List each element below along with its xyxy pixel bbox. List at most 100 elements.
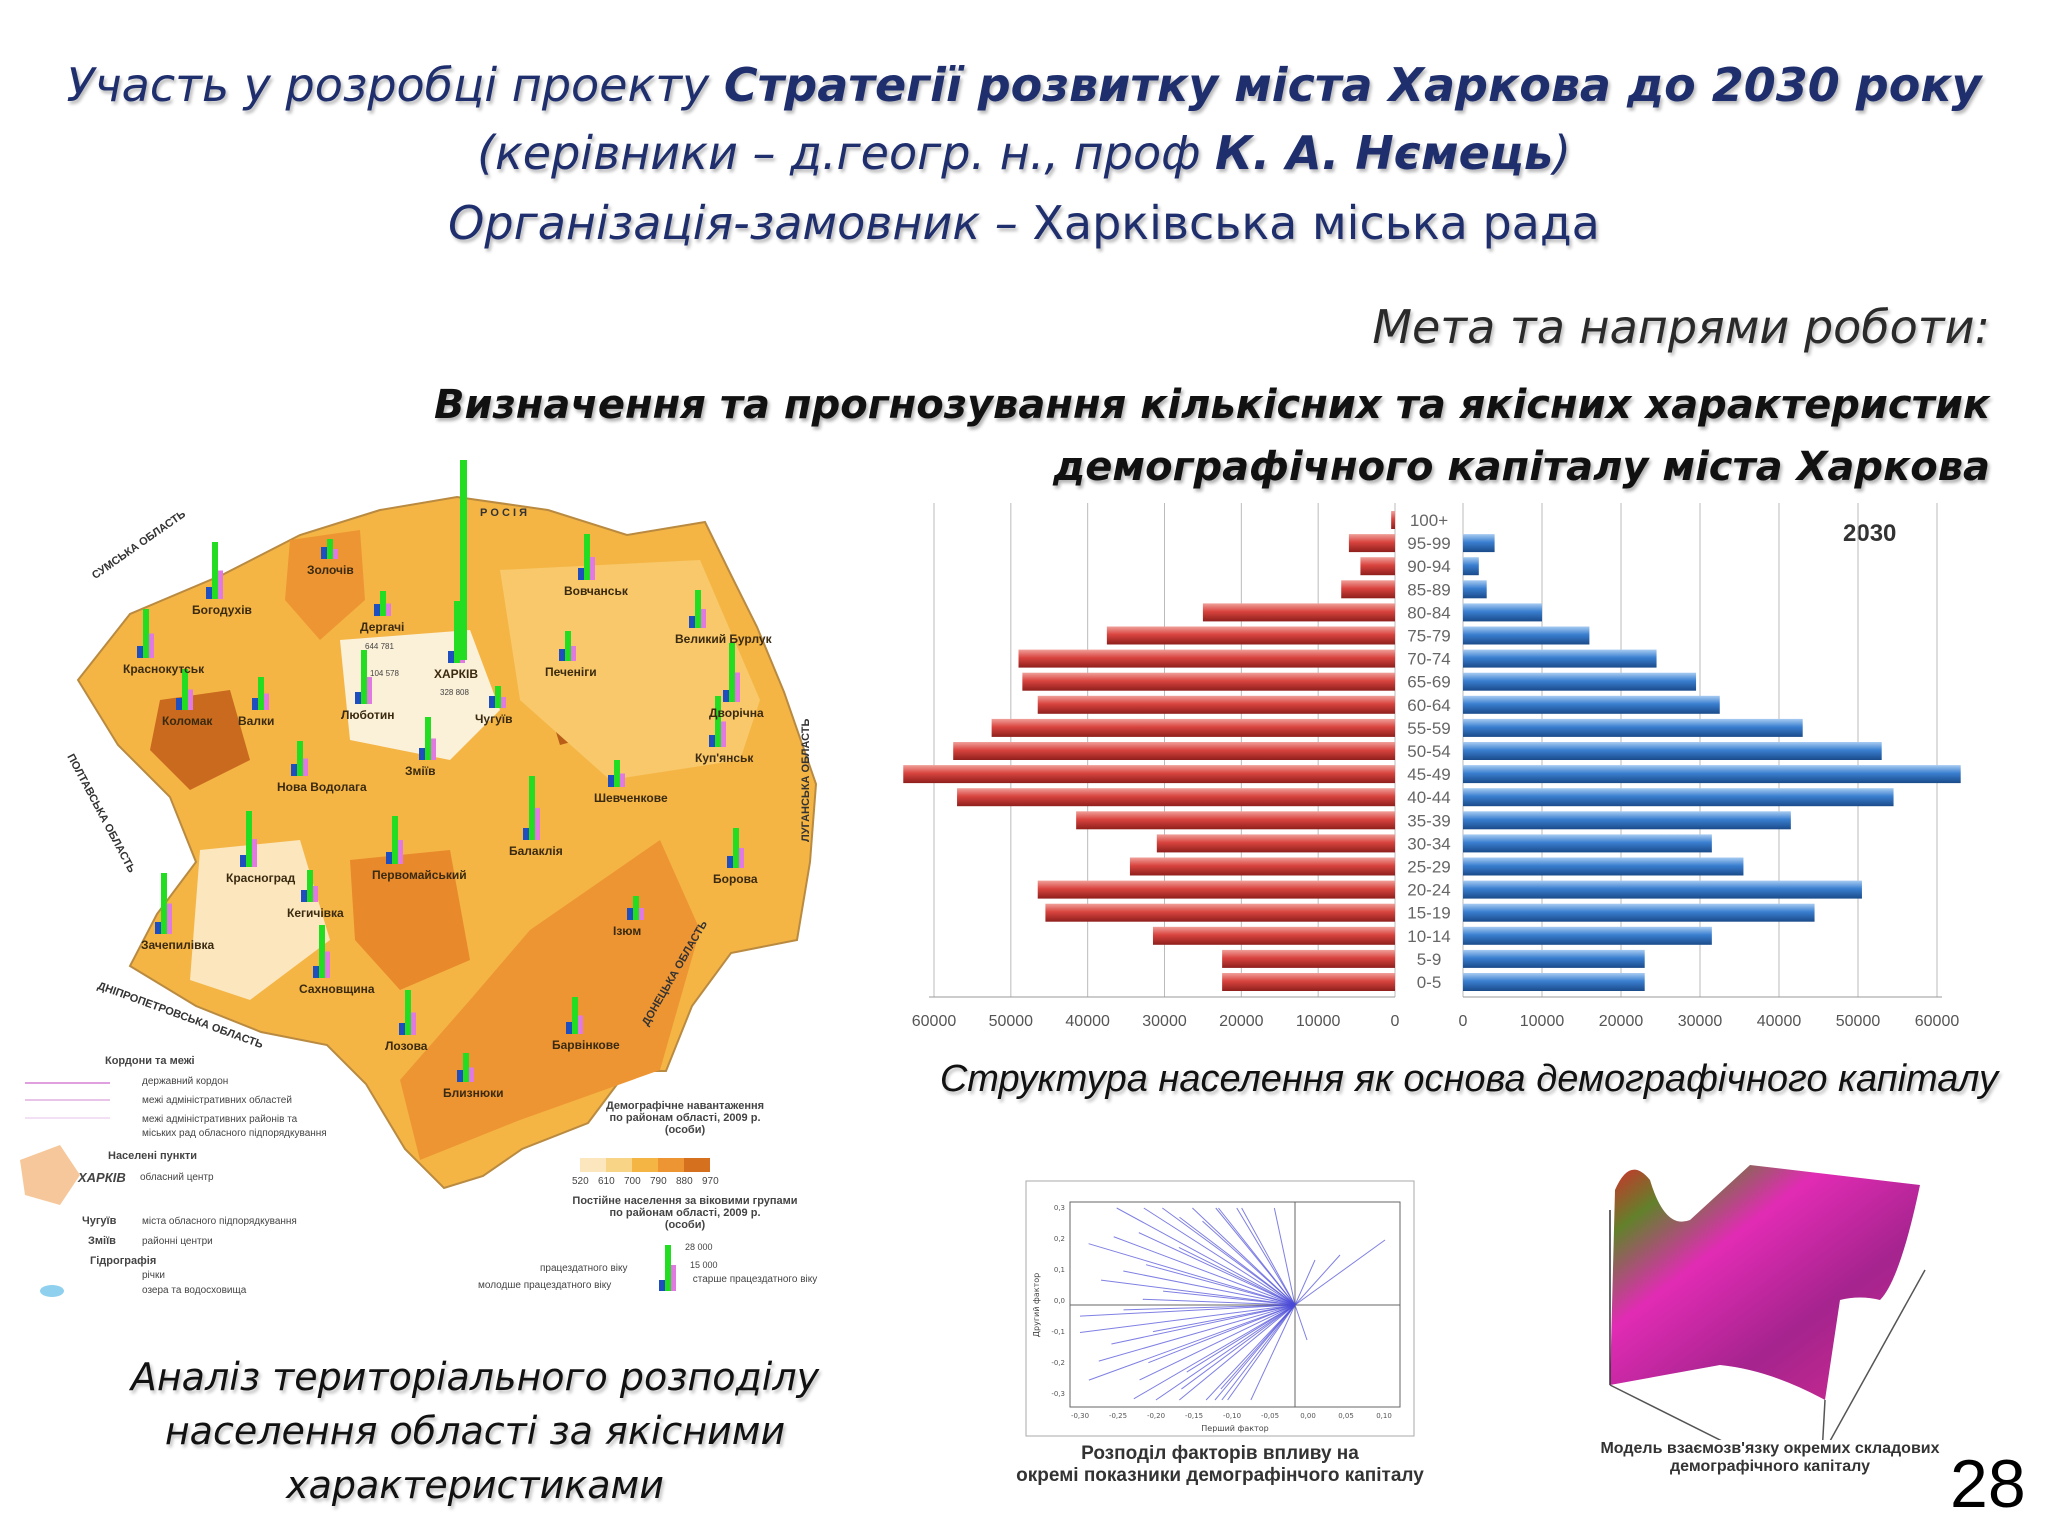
- bar-right-40-44: [1463, 788, 1894, 807]
- bar-young: [155, 922, 161, 934]
- load-tick: 790: [650, 1176, 667, 1187]
- pop-title-3: (особи): [664, 1219, 706, 1231]
- factor-vector: [1181, 1304, 1296, 1390]
- bar-young: [386, 852, 392, 864]
- surface-caption-1: Модель взаємозв'язку окремих складових: [1600, 1440, 1940, 1457]
- factor-vector: [1215, 1207, 1296, 1306]
- legend-city-name: Чугуїв: [82, 1215, 117, 1227]
- bar-working: [715, 696, 721, 747]
- left-tick-label: 40000: [1065, 1013, 1110, 1030]
- legend-center-desc: обласний центр: [140, 1172, 214, 1183]
- title-line-3: Організація-замовник – Харківська міська…: [0, 196, 2048, 250]
- age-label: 70-74: [1407, 650, 1450, 669]
- factor-vector: [1079, 1304, 1296, 1317]
- district-label: Золочів: [307, 563, 354, 577]
- bar-kharkiv-working: [460, 460, 467, 660]
- district-label: Ізюм: [613, 924, 642, 938]
- left-tick-label: 0: [1391, 1013, 1400, 1030]
- bar-old: [411, 1012, 416, 1035]
- bar-old: [431, 738, 436, 760]
- bar-left-5-9: [1222, 949, 1395, 968]
- right-tick-label: 0: [1459, 1013, 1468, 1030]
- surface-caption: Модель взаємозв'язку окремих складових д…: [1560, 1440, 1980, 1476]
- bar-old: [701, 609, 706, 628]
- age-label: 40-44: [1407, 788, 1450, 807]
- supervisor-name: К. А. Нємець: [1215, 126, 1553, 180]
- bar-young: [566, 1022, 572, 1034]
- age-label: 90-94: [1407, 557, 1450, 576]
- factor-vector: [1111, 1304, 1296, 1345]
- district-south: [400, 840, 700, 1160]
- pop-working: працездатного віку: [540, 1263, 628, 1274]
- y-axis-label: Другий фактор: [1032, 1273, 1041, 1337]
- bar-working: [258, 677, 264, 710]
- bar-working: [454, 601, 460, 663]
- bar-young: [206, 587, 212, 599]
- district-label: Вовчанськ: [564, 584, 628, 598]
- age-label: 55-59: [1407, 719, 1450, 738]
- bar-left-20-24: [1037, 880, 1395, 899]
- x-tick: -0,30: [1071, 1412, 1089, 1420]
- age-label: 25-29: [1407, 858, 1450, 877]
- bar-right-0-5: [1463, 973, 1645, 991]
- bar-working: [182, 669, 188, 710]
- bar-young: [291, 764, 297, 776]
- bar-working: [361, 650, 367, 704]
- age-label: 60-64: [1407, 696, 1450, 715]
- bar-working: [633, 896, 639, 920]
- bar-left-100+: [1391, 511, 1395, 529]
- factor-vector: [1138, 1232, 1296, 1306]
- bar-right-15-19: [1463, 903, 1815, 922]
- x-tick: -0,15: [1185, 1412, 1203, 1420]
- age-label: 65-69: [1407, 673, 1450, 692]
- bar-right-85-89: [1463, 580, 1487, 599]
- bar-working: [212, 542, 218, 599]
- bar-young: [608, 775, 614, 787]
- surface-caption-2: демографічного капіталу: [1669, 1458, 1871, 1475]
- age-label: 45-49: [1407, 765, 1450, 784]
- factor-vector: [1113, 1236, 1296, 1306]
- kharkiv-number: 644 781: [365, 642, 394, 651]
- y-tick: 0,2: [1054, 1235, 1065, 1243]
- pop-title-1: Постійне населення за віковими групами: [572, 1195, 798, 1207]
- factor-vector: [1178, 1246, 1296, 1306]
- y-tick: -0,1: [1051, 1328, 1065, 1336]
- district-label: Зачепилівка: [141, 938, 215, 952]
- factor-vector: [1116, 1207, 1296, 1306]
- title-line-2: (керівники – д.геогр. н., проф К. А. Нєм…: [0, 126, 2048, 180]
- bar-working: [529, 776, 535, 840]
- factor-vector: [1294, 1254, 1341, 1306]
- bar-working: [463, 1053, 469, 1082]
- district-label: ХАРКІВ: [434, 667, 478, 681]
- bar-old: [571, 646, 576, 661]
- district-kolomak: [150, 690, 250, 790]
- legend-district-desc: районні центри: [142, 1236, 213, 1247]
- left-tick-label: 20000: [1219, 1013, 1264, 1030]
- y-tick: -0,3: [1051, 1390, 1065, 1398]
- title-line-1: Участь у розробці проекту Стратегії розв…: [0, 58, 2048, 112]
- bar-young: [321, 547, 327, 559]
- factor-vector: [1139, 1304, 1296, 1381]
- legend-district-name: Зміїв: [88, 1235, 116, 1247]
- bar-right-30-34: [1463, 834, 1712, 853]
- goal-line-2: демографічного капіталу міста Харкова: [1053, 444, 1990, 490]
- legend-border-2: межі адміністративних областей: [142, 1095, 292, 1106]
- bar-young: [301, 890, 307, 902]
- surface-model-chart: [1609, 1165, 1926, 1440]
- district-label: Валки: [238, 714, 275, 728]
- bar-left-15-19: [1045, 903, 1395, 922]
- factor-vector: [1163, 1290, 1296, 1306]
- bar-old: [264, 693, 269, 710]
- x-tick: 0,10: [1376, 1412, 1392, 1420]
- factor-vector: [1221, 1304, 1296, 1401]
- district-label: Нова Водолага: [277, 780, 367, 794]
- bar-left-30-34: [1156, 834, 1395, 853]
- left-tick-label: 60000: [912, 1013, 957, 1030]
- x-tick: -0,05: [1261, 1412, 1279, 1420]
- bar-young: [489, 696, 495, 708]
- factor-vector: [1250, 1304, 1296, 1401]
- bar-young: [709, 735, 715, 747]
- legend-border-4: міських рад обласного підпорядкування: [142, 1128, 327, 1139]
- load-tick: 610: [598, 1176, 615, 1187]
- bar-working: [319, 925, 325, 978]
